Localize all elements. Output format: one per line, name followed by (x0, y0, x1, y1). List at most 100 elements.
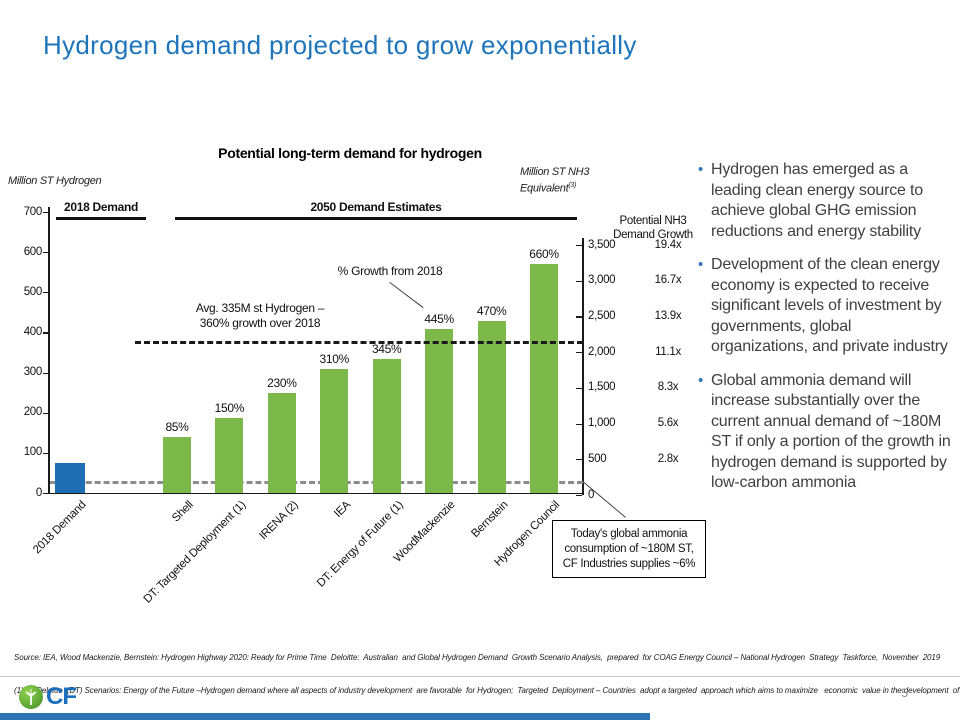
nh3-growth-multiple: 19.4x (654, 238, 682, 251)
group-header-2018: 2018 Demand (63, 200, 139, 214)
nh3-growth-multiple: 13.9x (654, 309, 682, 322)
bullet-item-2: • Development of the clean energy econom… (698, 255, 952, 358)
nh3-growth-column-header: Potential NH3 Demand Growth (606, 215, 700, 242)
bottom-accent-bar (0, 713, 650, 720)
chart-bar (320, 369, 349, 493)
average-estimate-reference-line (135, 340, 583, 344)
annotation-average: Avg. 335M st Hydrogen – 360% growth over… (178, 301, 342, 331)
y-axis-tick-label: 200 (23, 406, 43, 419)
todays-ammonia-reference-line (50, 480, 583, 484)
chart-bar (372, 358, 401, 493)
right-axis-unit-line2: Equivalent (520, 182, 569, 195)
y-axis-tick-mark (43, 332, 48, 334)
x-axis (48, 492, 583, 494)
chart-bar (267, 393, 296, 493)
y-axis-tick-mark (43, 452, 48, 455)
y-axis-tick-label: 300 (23, 366, 43, 379)
bullet-item-3: • Global ammonia demand will increase su… (698, 371, 952, 494)
right-axis-tick-label: 2,000 (588, 345, 616, 358)
right-axis-tick-label: 3,500 (588, 238, 616, 251)
y-axis-left (48, 207, 50, 493)
right-axis-tick-mark (576, 245, 582, 247)
nh3-growth-multiple: 5.6x (657, 417, 679, 430)
x-axis-category-label: IEA (331, 499, 353, 520)
chart-bar (215, 417, 244, 493)
right-axis-tick-label: 1,000 (588, 417, 616, 430)
nh3-growth-multiple: 16.7x (654, 274, 682, 287)
nh3-header-line1: Potential NH3 (619, 215, 687, 227)
annotation-growth-from-2018: % Growth from 2018 (337, 264, 443, 278)
bullet-icon: • (698, 161, 704, 178)
bar-growth-percent-label: 445% (424, 311, 454, 326)
right-axis-tick-mark (576, 352, 582, 354)
y-axis-tick-mark (43, 212, 48, 214)
y-axis-tick-label: 500 (23, 285, 43, 298)
y-axis-tick-mark (43, 412, 48, 414)
source-line-1: Source: IEA, Wood Mackenzie, Bernstein: … (14, 653, 941, 662)
x-axis-category-label: IRENA (2) (257, 499, 301, 543)
y-axis-tick-label: 400 (23, 325, 43, 338)
bar-growth-percent-label: 85% (165, 420, 189, 435)
right-axis-tick-label: 3,000 (588, 274, 616, 287)
bar-growth-percent-label: 660% (529, 247, 559, 262)
cf-logo: CF (18, 683, 77, 711)
bullet-icon: • (698, 371, 704, 389)
callout-line3: CF Industries supplies ~6% (562, 558, 696, 570)
right-axis-tick-mark (576, 423, 582, 425)
right-axis-unit-label: Million ST NH3 Equivalent(3) (520, 166, 589, 196)
callout-line1: Today's global ammonia (570, 528, 688, 540)
y-axis-tick-mark (43, 493, 48, 495)
x-axis-category-label: 2018 Demand (31, 499, 89, 557)
nh3-growth-multiple: 8.3x (657, 381, 679, 394)
y-axis-tick-label: 100 (23, 446, 43, 459)
right-axis-unit-footnote: (3) (568, 182, 577, 189)
nh3-growth-multiple: 11.1x (655, 345, 681, 358)
chart-bar (530, 264, 558, 493)
callout-line2: consumption of ~180M ST, (564, 543, 694, 555)
page-number: 5 (901, 686, 908, 700)
annotation-pointer-line (389, 282, 424, 309)
group-header-2050: 2050 Demand Estimates (310, 200, 442, 214)
y-axis-tick-label: 600 (23, 245, 43, 258)
x-axis-category-label: DT: Energy of Future (1) (314, 499, 406, 590)
bar-growth-percent-label: 150% (214, 400, 245, 415)
bullet-text-3: Global ammonia demand will increase subs… (711, 371, 951, 492)
bullet-text-2: Development of the clean energy economy … (711, 256, 948, 355)
annotation-average-line1: Avg. 335M st Hydrogen – (195, 301, 325, 315)
bullet-icon: • (698, 256, 704, 273)
right-axis-tick-mark (576, 280, 582, 282)
right-axis-tick-mark (576, 387, 582, 390)
cf-logo-text: CF (46, 683, 77, 710)
right-axis-tick-mark (576, 495, 582, 497)
footer-divider (0, 676, 960, 677)
y-axis-right (582, 238, 584, 495)
callout-box: Today's global ammonia consumption of ~1… (552, 520, 706, 578)
y-axis-tick-label: 700 (23, 205, 43, 218)
chart-bar (477, 321, 506, 493)
right-axis-tick-mark (576, 316, 582, 318)
bar-growth-percent-label: 345% (371, 341, 402, 356)
annotation-average-line2: 360% growth over 2018 (199, 316, 321, 330)
page-title: Hydrogen demand projected to grow expone… (43, 30, 637, 60)
y-axis-tick-mark (43, 292, 48, 294)
bar-growth-percent-label: 310% (319, 352, 350, 367)
chart-title: Potential long-term demand for hydrogen (218, 145, 482, 161)
left-axis-unit-label: Million ST Hydrogen (8, 175, 102, 187)
cf-leaf-icon (19, 685, 43, 709)
nh3-growth-multiple: 2.8x (657, 452, 679, 465)
right-axis-tick-label: 2,500 (588, 309, 616, 322)
nh3-header-line2: Demand Growth (613, 228, 693, 241)
source-line-2: (1) Deloitte (DT) Scenarios: Energy of t… (14, 686, 960, 695)
chart-bar (425, 328, 454, 493)
chart-bar (163, 437, 191, 493)
bullet-list: • Hydrogen has emerged as a leading clea… (698, 160, 952, 507)
x-axis-category-label: DT: Targeted Deployment (1) (141, 499, 248, 606)
x-axis-category-label: Shell (169, 499, 196, 525)
source-footnotes: Source: IEA, Wood Mackenzie, Bernstein: … (14, 630, 960, 720)
group-underline-2018 (56, 217, 146, 220)
y-axis-tick-mark (43, 372, 48, 374)
right-axis-tick-label: 0 (588, 488, 595, 501)
bullet-item-1: • Hydrogen has emerged as a leading clea… (698, 160, 952, 242)
group-underline-2050 (175, 217, 577, 220)
